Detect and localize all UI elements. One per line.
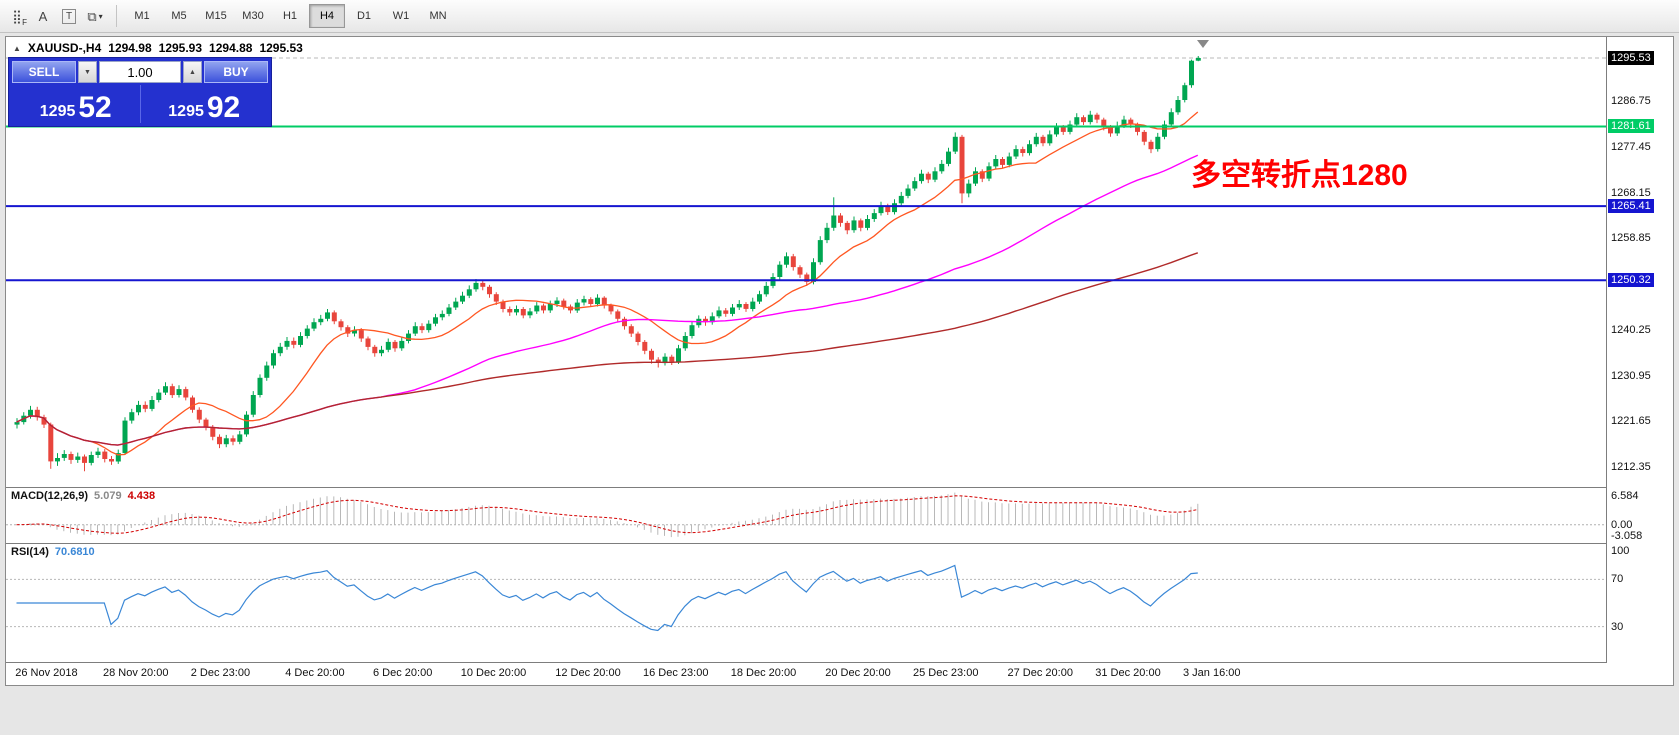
time-axis-label: 26 Nov 2018: [15, 667, 78, 679]
timeframe-d1-button[interactable]: D1: [356, 10, 372, 22]
scale-separator: [1606, 37, 1607, 663]
ohlc-high: 1295.93: [158, 41, 203, 55]
chart-ohlc-header: ▲ XAUUSD-,H4 1294.98 1295.93 1294.88 129…: [13, 41, 303, 55]
rsi-indicator-pane[interactable]: RSI(14) 70.6810: [6, 544, 1606, 662]
pane-separator[interactable]: [6, 543, 1673, 544]
ohlc-low: 1294.88: [209, 41, 253, 55]
time-axis[interactable]: 26 Nov 2018 28 Nov 20:00 2 Dec 23:00 4 Dec …: [6, 663, 1673, 685]
shapes-tool-button[interactable]: ⧉ ▾: [87, 8, 103, 24]
time-axis-label: 10 Dec 20:00: [460, 667, 527, 679]
macd-indicator-pane[interactable]: MACD(12,26,9) 5.079 4.438: [6, 488, 1606, 543]
price-scale-label: 1286.75: [1611, 95, 1651, 108]
triangle-up-icon: ▲: [189, 68, 196, 76]
one-click-trading-panel: SELL ▼ ▲ BUY 1295 52 1295 92: [8, 57, 272, 127]
indicator-grid-icon[interactable]: ⣿ F: [12, 8, 27, 28]
rsi-scale-label: 70: [1611, 573, 1624, 586]
volume-increase-button[interactable]: ▲: [183, 61, 202, 83]
time-axis-label: 27 Dec 20:00: [1007, 667, 1073, 679]
macd-scale-label: 6.584: [1611, 490, 1639, 502]
price-scale-label: 1258.85: [1611, 232, 1651, 245]
time-axis-label: 12 Dec 20:00: [555, 667, 621, 679]
price-scale-label: 1268.15: [1611, 186, 1651, 199]
macd-signal-value: 4.438: [127, 490, 156, 502]
price-scale-label: 1230.95: [1611, 369, 1651, 382]
time-axis-label: 28 Nov 20:00: [103, 667, 169, 679]
timeframe-m30-button[interactable]: M30: [242, 10, 264, 22]
time-axis-label: 3 Jan 16:00: [1183, 667, 1241, 679]
price-scale-label: 1240.25: [1611, 323, 1651, 336]
sell-button[interactable]: SELL: [12, 61, 76, 83]
macd-scale-label: -3.058: [1611, 530, 1643, 542]
annotation-text: 多空转折点1280: [1191, 159, 1408, 192]
buy-button[interactable]: BUY: [204, 61, 268, 83]
rsi-value: 70.6810: [54, 546, 95, 558]
rsi-scale-label: 30: [1611, 620, 1624, 633]
time-axis-label: 4 Dec 20:00: [285, 667, 345, 679]
timeframe-h4-button[interactable]: H4: [309, 4, 345, 28]
cursor-tool-button[interactable]: A: [38, 8, 48, 24]
timeframe-m5-button[interactable]: M5: [171, 10, 187, 22]
time-axis-label: 2 Dec 23:00: [190, 667, 251, 679]
rsi-name: RSI(14): [11, 546, 49, 558]
time-axis-label: 25 Dec 23:00: [913, 667, 979, 679]
hline-price-label: 1281.61: [1608, 119, 1654, 134]
timeframe-h1-button[interactable]: H1: [282, 10, 298, 22]
ohlc-close: 1295.53: [259, 41, 303, 55]
buy-price-base: 1295: [168, 103, 204, 121]
time-axis-label: 31 Dec 20:00: [1095, 667, 1161, 679]
volume-input[interactable]: [99, 61, 181, 83]
price-scale-label: 1221.65: [1611, 415, 1651, 428]
time-axis-label: 6 Dec 20:00: [373, 667, 433, 679]
rsi-label: RSI(14) 70.6810: [11, 546, 95, 558]
timeframe-mn-button[interactable]: MN: [429, 10, 447, 22]
ohlc-open: 1294.98: [108, 41, 152, 55]
price-scale-label: 1277.45: [1611, 140, 1651, 153]
time-axis-label: 16 Dec 23:00: [643, 667, 709, 679]
timeframe-button-group: M1 M5 M15 M30 H1 H4 D1 W1 MN: [124, 4, 457, 28]
sell-price-base: 1295: [39, 103, 76, 121]
chart-shift-marker-icon: [1197, 40, 1209, 48]
toolbar: ⣿ F A T ⧉ ▾ M1 M5 M15 M30 H1 H4 D1 W1 MN: [0, 0, 1679, 33]
chart-symbol-label: XAUUSD-,H4: [27, 41, 102, 55]
candlestick-chart[interactable]: 多空转折点1280: [6, 37, 1606, 487]
sell-price-pips: 52: [78, 91, 112, 125]
pane-separator: [6, 662, 1673, 663]
macd-chart: [6, 492, 1606, 538]
price-scale-label: 1212.35: [1611, 461, 1651, 474]
sell-price-display[interactable]: 1295 52: [12, 85, 141, 123]
timeframe-m15-button[interactable]: M15: [205, 10, 227, 22]
macd-main-value: 5.079: [94, 490, 122, 502]
chart-window: 多空转折点1280 ▲ XAUUSD-,H4 1294.98 1295.93 1…: [5, 36, 1674, 686]
rsi-chart: [6, 564, 1606, 632]
tool-button-group: ⣿ F A T ⧉ ▾: [5, 4, 109, 28]
macd-name: MACD(12,26,9): [11, 490, 89, 502]
time-axis-label: 20 Dec 20:00: [825, 667, 891, 679]
timeframe-m1-button[interactable]: M1: [134, 10, 150, 22]
hline-price-label: 1265.41: [1608, 199, 1654, 214]
triangle-down-icon: ▼: [84, 68, 91, 76]
macd-scale-label: 0.00: [1611, 518, 1633, 531]
macd-label: MACD(12,26,9) 5.079 4.438: [11, 490, 155, 502]
chart-icon: ▲: [13, 43, 21, 53]
timeframe-w1-button[interactable]: W1: [392, 10, 410, 22]
volume-decrease-button[interactable]: ▼: [78, 61, 97, 83]
text-tool-button[interactable]: T: [57, 4, 81, 28]
current-price-label: 1295.53: [1608, 51, 1654, 65]
buy-price-pips: 92: [206, 91, 241, 125]
price-scale[interactable]: 1286.75 1277.45 1268.15 1258.85 1240.25 1230.…: [1607, 37, 1673, 663]
time-axis-label: 18 Dec 20:00: [730, 667, 797, 679]
buy-price-display[interactable]: 1295 92: [141, 85, 269, 123]
pane-separator[interactable]: [6, 487, 1673, 488]
price-chart-pane[interactable]: 多空转折点1280 ▲ XAUUSD-,H4 1294.98 1295.93 1…: [6, 37, 1606, 487]
toolbar-separator: [116, 5, 117, 27]
dropdown-caret-icon: ▾: [98, 11, 103, 21]
hline-price-label: 1250.32: [1608, 273, 1654, 288]
rsi-scale-label: 100: [1611, 545, 1630, 557]
